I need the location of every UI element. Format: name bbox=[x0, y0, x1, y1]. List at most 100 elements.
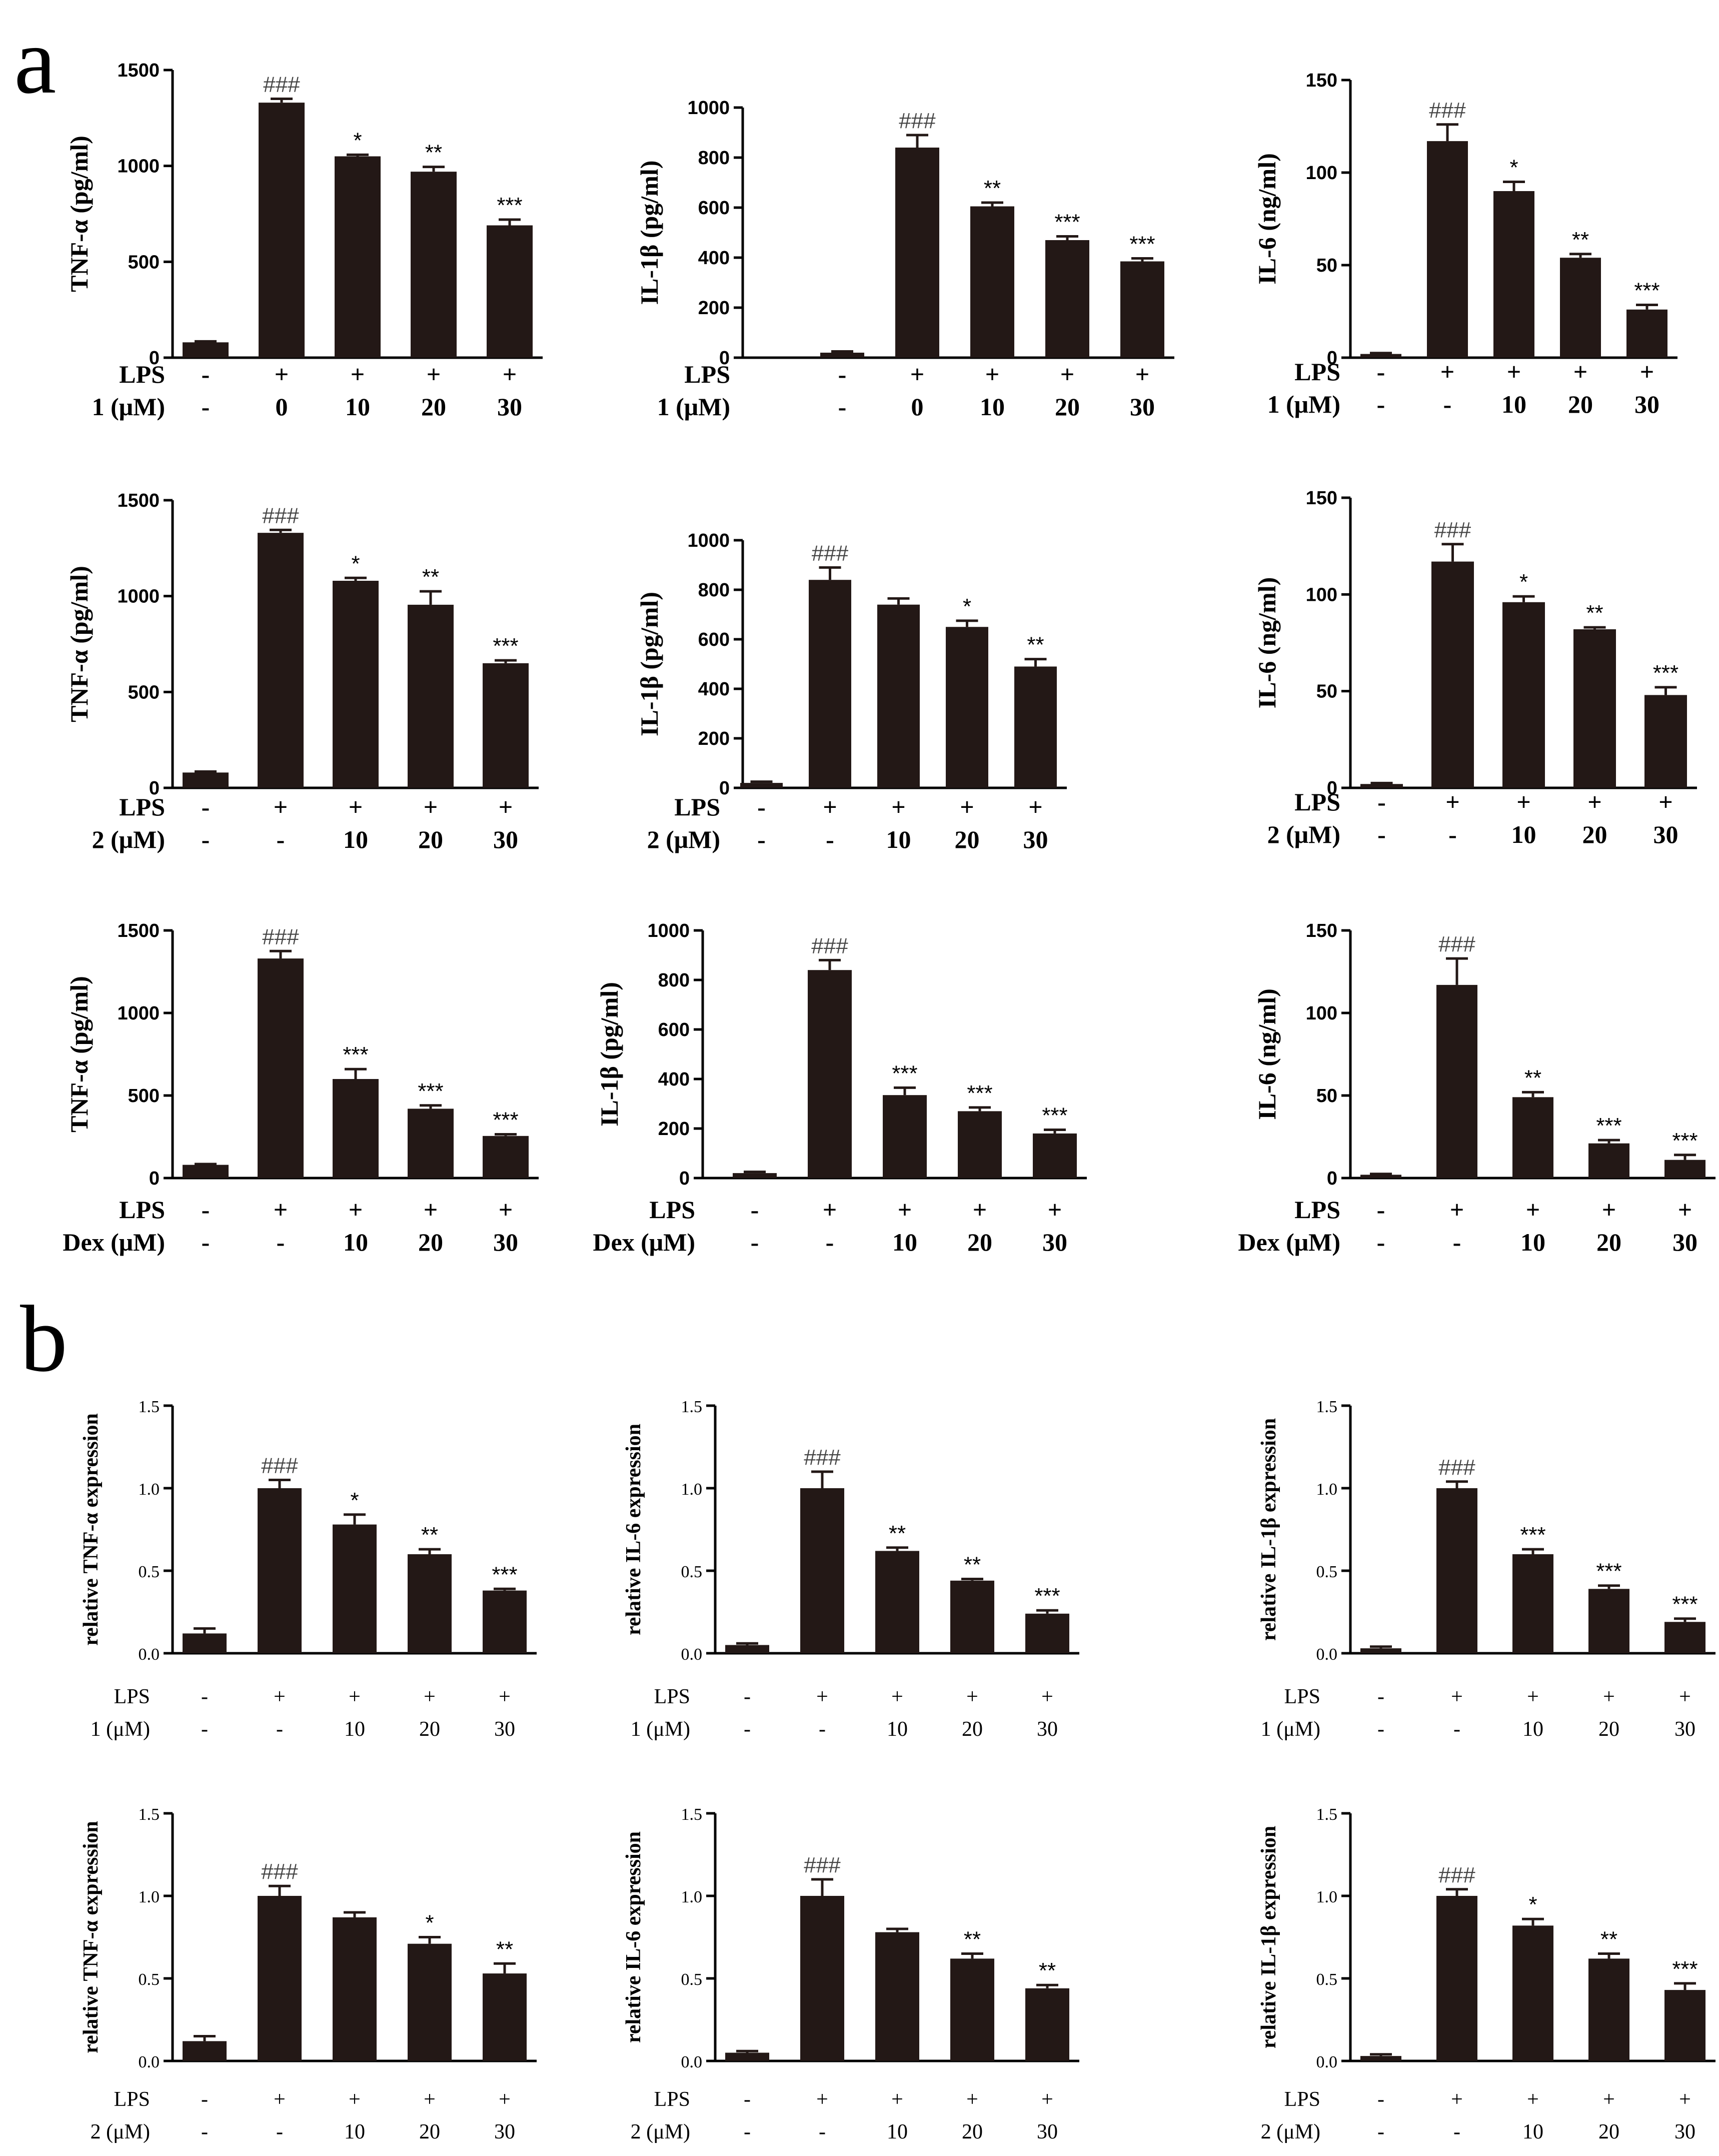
bar bbox=[1512, 1097, 1553, 1178]
y-tick-label: 1.5 bbox=[1316, 1398, 1338, 1416]
y-tick-label: 600 bbox=[698, 629, 730, 650]
treatment-cell: - bbox=[1377, 1685, 1384, 1708]
y-tick-label: 0 bbox=[679, 1168, 690, 1189]
significance-label: *** bbox=[497, 193, 522, 218]
y-tick-label: 200 bbox=[658, 1119, 690, 1140]
treatment-cell: 10 bbox=[892, 1228, 917, 1256]
treatment-cell: 30 bbox=[494, 1718, 515, 1741]
treatment-cell: - bbox=[744, 2088, 751, 2111]
y-tick-label: 400 bbox=[658, 1069, 690, 1090]
treatment-cell: 20 bbox=[1598, 2120, 1619, 2143]
treatment-cell: + bbox=[985, 360, 1000, 388]
treatment-cell: - bbox=[838, 360, 847, 388]
treatment-cell: + bbox=[499, 793, 513, 821]
y-tick-label: 200 bbox=[698, 728, 730, 749]
treatment-cell: 30 bbox=[1037, 1718, 1058, 1741]
y-axis-label: TNF-α (pg/ml) bbox=[65, 566, 93, 722]
treatment-cell: + bbox=[960, 793, 974, 821]
y-tick-label: 800 bbox=[698, 580, 730, 601]
bar bbox=[411, 172, 457, 358]
y-tick-label: 1500 bbox=[117, 490, 160, 511]
treatment-cell: - bbox=[202, 825, 210, 853]
treatment-cell: + bbox=[1060, 360, 1075, 388]
y-axis-label: IL-1β (pg/ml) bbox=[635, 592, 663, 736]
bar bbox=[877, 604, 920, 788]
treatment-cell: - bbox=[744, 2120, 751, 2143]
bar bbox=[1644, 695, 1687, 788]
bar bbox=[1493, 191, 1534, 358]
treatment-cell: 10 bbox=[345, 393, 370, 421]
y-axis-label: relative TNF-α expression bbox=[80, 1413, 103, 1645]
bar bbox=[1512, 1925, 1553, 2061]
bar bbox=[1664, 1622, 1705, 1653]
treatment-cell: + bbox=[1445, 788, 1460, 816]
significance-label: *** bbox=[1596, 1114, 1621, 1138]
treatment-cell: + bbox=[349, 1196, 363, 1224]
y-tick-label: 500 bbox=[128, 252, 160, 273]
significance-label: * bbox=[353, 128, 362, 153]
treatment-row-label: 2 (μM) bbox=[647, 825, 720, 853]
y-tick-label: 0.5 bbox=[139, 1563, 160, 1581]
treatment-row-label: LPS bbox=[654, 1685, 690, 1708]
treatment-row-label: LPS bbox=[684, 360, 730, 388]
bar bbox=[1360, 1648, 1401, 1653]
treatment-cell: 10 bbox=[1522, 1718, 1543, 1741]
treatment-cell: + bbox=[1678, 1196, 1692, 1224]
significance-label: ** bbox=[1039, 1958, 1056, 1983]
treatment-row-label: LPS bbox=[674, 793, 720, 821]
significance-label: ** bbox=[1600, 1927, 1617, 1952]
treatment-cell: + bbox=[823, 793, 837, 821]
y-tick-label: 1000 bbox=[647, 920, 690, 941]
treatment-row-label: LPS bbox=[114, 1685, 150, 1708]
y-axis-label: relative IL-6 expression bbox=[622, 1424, 645, 1635]
treatment-cell: - bbox=[201, 1685, 208, 1708]
treatment-cell: - bbox=[1377, 788, 1386, 816]
treatment-cell: + bbox=[891, 2088, 903, 2111]
significance-label: ### bbox=[811, 933, 848, 958]
y-tick-label: 0 bbox=[719, 348, 730, 369]
y-tick-label: 800 bbox=[698, 148, 730, 169]
significance-label: ### bbox=[263, 73, 300, 97]
treatment-cell: 10 bbox=[344, 2120, 365, 2143]
treatment-cell: 20 bbox=[1582, 820, 1607, 848]
treatment-cell: + bbox=[891, 793, 906, 821]
y-tick-label: 1.5 bbox=[681, 1805, 703, 1824]
treatment-cell: + bbox=[424, 793, 438, 821]
significance-label: ** bbox=[425, 141, 442, 165]
bar bbox=[183, 772, 229, 788]
bar bbox=[1436, 1896, 1477, 2061]
y-tick-label: 1.0 bbox=[139, 1888, 160, 1906]
y-tick-label: 1.5 bbox=[681, 1398, 703, 1416]
treatment-cell: 30 bbox=[1037, 2120, 1058, 2143]
treatment-cell: + bbox=[1527, 1685, 1539, 1708]
treatment-cell: + bbox=[973, 1196, 987, 1224]
significance-label: *** bbox=[967, 1081, 992, 1106]
treatment-cell: - bbox=[202, 1196, 210, 1224]
significance-label: ### bbox=[804, 1445, 841, 1470]
y-tick-label: 100 bbox=[1306, 1003, 1337, 1024]
bar bbox=[1512, 1554, 1553, 1653]
bar bbox=[1573, 629, 1616, 788]
chart-b4: 0.0 0.5 1.0 1.5 relative TNF-α expression ###… bbox=[80, 1805, 537, 2143]
bar bbox=[183, 342, 229, 358]
treatment-cell: - bbox=[277, 1228, 285, 1256]
treatment-cell: - bbox=[826, 1228, 834, 1256]
treatment-cell: 20 bbox=[1568, 390, 1593, 418]
bar bbox=[950, 1958, 994, 2061]
bar bbox=[1025, 1613, 1069, 1653]
chart-a7: 0 500 1000 1500 TNF-α (pg/ml) ### *** *** *** LPS… bbox=[63, 920, 539, 1256]
treatment-cell: + bbox=[1451, 2088, 1463, 2111]
significance-label: *** bbox=[892, 1061, 917, 1086]
treatment-row-label: LPS bbox=[119, 1196, 165, 1224]
y-tick-label: 600 bbox=[658, 1019, 690, 1040]
bar bbox=[1588, 1958, 1629, 2061]
treatment-cell: + bbox=[1603, 1685, 1615, 1708]
treatment-cell: - bbox=[1448, 820, 1457, 848]
treatment-cell: 30 bbox=[493, 1228, 518, 1256]
treatment-row-label: 2 (μM) bbox=[631, 2120, 690, 2143]
significance-label: * bbox=[351, 551, 360, 576]
treatment-cell: + bbox=[816, 1685, 828, 1708]
y-axis-label: relative TNF-α expression bbox=[80, 1821, 103, 2053]
